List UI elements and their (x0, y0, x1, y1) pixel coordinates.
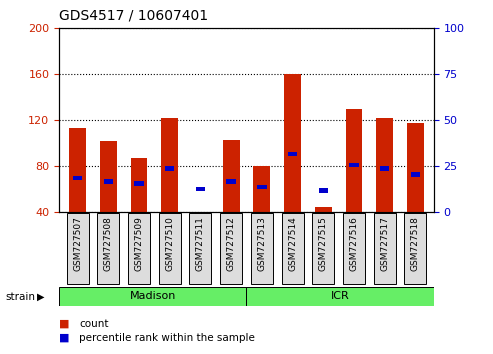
Bar (104, 179, 113, 184)
Bar (257, 185, 267, 189)
Text: percentile rank within the sample: percentile rank within the sample (79, 333, 255, 343)
Text: GSM727512: GSM727512 (227, 216, 236, 271)
Text: ■: ■ (59, 333, 70, 343)
Bar (223, 140, 240, 212)
FancyBboxPatch shape (312, 213, 334, 284)
FancyBboxPatch shape (404, 213, 426, 284)
Bar (407, 123, 424, 212)
FancyBboxPatch shape (159, 213, 181, 284)
Bar (380, 166, 389, 171)
Bar (284, 74, 301, 212)
FancyBboxPatch shape (251, 213, 273, 284)
Bar (288, 152, 297, 156)
Text: strain: strain (5, 292, 35, 302)
Bar (131, 158, 147, 212)
Text: ICR: ICR (331, 291, 350, 302)
Bar (411, 172, 420, 177)
Bar (350, 163, 358, 167)
Bar (135, 181, 143, 186)
FancyBboxPatch shape (343, 213, 365, 284)
Text: Madison: Madison (130, 291, 176, 302)
FancyBboxPatch shape (59, 287, 246, 306)
FancyBboxPatch shape (97, 213, 119, 284)
Bar (253, 166, 270, 212)
Text: GSM727516: GSM727516 (350, 216, 358, 271)
Text: GDS4517 / 10607401: GDS4517 / 10607401 (59, 9, 208, 23)
Text: GSM727509: GSM727509 (135, 216, 143, 271)
Text: ■: ■ (59, 319, 70, 329)
Text: GSM727507: GSM727507 (73, 216, 82, 271)
Text: GSM727513: GSM727513 (257, 216, 266, 271)
Text: GSM727515: GSM727515 (319, 216, 328, 271)
Text: GSM727511: GSM727511 (196, 216, 205, 271)
FancyBboxPatch shape (374, 213, 396, 284)
Bar (196, 187, 205, 191)
Bar (165, 166, 175, 171)
FancyBboxPatch shape (282, 213, 304, 284)
Bar (315, 207, 332, 212)
FancyBboxPatch shape (246, 287, 434, 306)
Bar (69, 129, 86, 212)
Text: GSM727518: GSM727518 (411, 216, 420, 271)
Text: GSM727514: GSM727514 (288, 216, 297, 271)
Bar (318, 188, 328, 193)
FancyBboxPatch shape (189, 213, 211, 284)
Text: GSM727517: GSM727517 (380, 216, 389, 271)
Text: ▶: ▶ (37, 292, 44, 302)
Bar (346, 109, 362, 212)
FancyBboxPatch shape (220, 213, 242, 284)
Bar (73, 176, 82, 180)
Bar (100, 141, 117, 212)
Text: count: count (79, 319, 108, 329)
Bar (376, 118, 393, 212)
Bar (226, 179, 236, 184)
Text: GSM727508: GSM727508 (104, 216, 113, 271)
Bar (161, 118, 178, 212)
FancyBboxPatch shape (67, 213, 89, 284)
Text: GSM727510: GSM727510 (165, 216, 174, 271)
FancyBboxPatch shape (128, 213, 150, 284)
